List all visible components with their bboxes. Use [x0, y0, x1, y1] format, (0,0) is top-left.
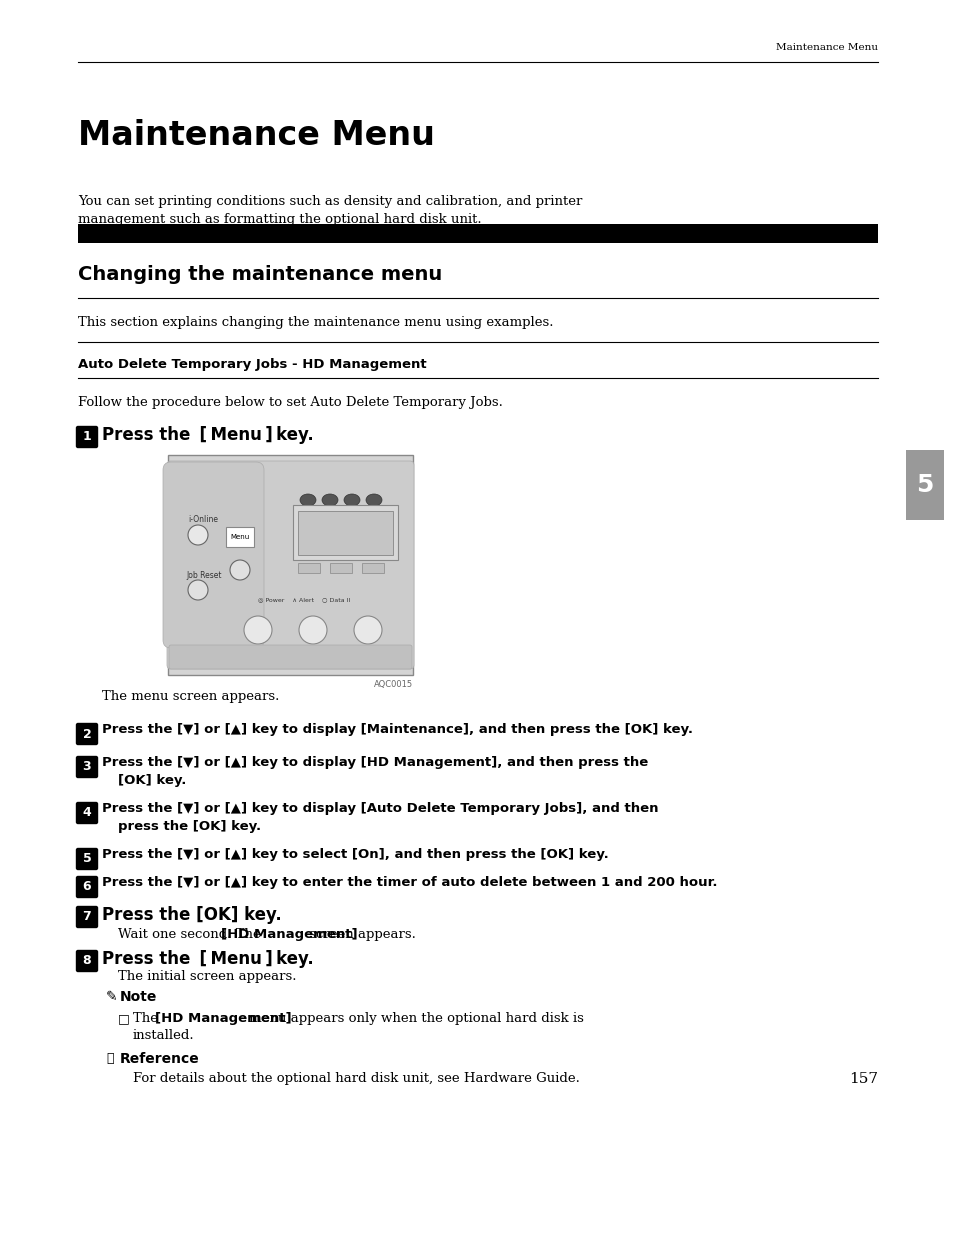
Text: press the [OK] key.: press the [OK] key.	[118, 820, 261, 832]
Text: menu appears only when the optional hard disk is: menu appears only when the optional hard…	[245, 1011, 583, 1025]
Text: 1: 1	[83, 431, 91, 443]
FancyBboxPatch shape	[76, 877, 97, 898]
Bar	[78, 224, 877, 243]
Circle shape	[298, 616, 327, 643]
Text: The: The	[132, 1011, 162, 1025]
Text: You can set printing conditions such as density and calibration, and printer: You can set printing conditions such as …	[78, 195, 581, 207]
Text: [HD Management]: [HD Management]	[221, 927, 357, 941]
Bar	[168, 454, 413, 676]
Text: Wait one second. The: Wait one second. The	[118, 927, 265, 941]
FancyBboxPatch shape	[76, 724, 97, 745]
Text: 5: 5	[915, 473, 933, 496]
Text: Press the [▼] or [▲] key to enter the timer of auto delete between 1 and 200 hou: Press the [▼] or [▲] key to enter the ti…	[102, 876, 717, 889]
Ellipse shape	[366, 494, 381, 506]
Text: Press the [▼] or [▲] key to display [Auto Delete Temporary Jobs], and then: Press the [▼] or [▲] key to display [Aut…	[102, 802, 658, 815]
FancyBboxPatch shape	[167, 461, 414, 669]
Text: 7: 7	[83, 910, 91, 924]
Text: Note: Note	[120, 990, 157, 1004]
Text: This section explains changing the maintenance menu using examples.: This section explains changing the maint…	[78, 316, 553, 329]
Text: Press the [▼] or [▲] key to display [Maintenance], and then press the [OK] key.: Press the [▼] or [▲] key to display [Mai…	[102, 722, 692, 736]
Text: AQC0015: AQC0015	[374, 680, 413, 689]
Text: Changing the maintenance menu: Changing the maintenance menu	[78, 266, 442, 284]
Circle shape	[188, 525, 208, 545]
Circle shape	[188, 580, 208, 600]
Text: Menu: Menu	[230, 534, 250, 540]
Text: [OK] key.: [OK] key.	[118, 774, 186, 787]
Bar	[361, 563, 384, 573]
Text: For details about the optional hard disk unit, see Hardware Guide.: For details about the optional hard disk…	[132, 1072, 579, 1086]
Text: Job Reset: Job Reset	[186, 571, 221, 579]
FancyBboxPatch shape	[76, 848, 97, 869]
Text: 🔑: 🔑	[106, 1052, 113, 1065]
Text: ✎: ✎	[106, 990, 117, 1004]
FancyBboxPatch shape	[76, 906, 97, 927]
Bar	[297, 511, 393, 555]
Ellipse shape	[322, 494, 337, 506]
Text: 8: 8	[83, 955, 91, 967]
Text: installed.: installed.	[132, 1029, 194, 1042]
Bar	[293, 505, 397, 559]
FancyBboxPatch shape	[76, 951, 97, 972]
FancyBboxPatch shape	[169, 645, 412, 669]
Text: screen appears.: screen appears.	[305, 927, 416, 941]
Text: Press the [▼] or [▲] key to select [On], and then press the [OK] key.: Press the [▼] or [▲] key to select [On],…	[102, 848, 608, 861]
FancyBboxPatch shape	[76, 803, 97, 824]
Text: 6: 6	[83, 881, 91, 893]
Text: Press the [▼] or [▲] key to display [HD Management], and then press the: Press the [▼] or [▲] key to display [HD …	[102, 756, 648, 769]
Text: Maintenance Menu: Maintenance Menu	[78, 119, 435, 152]
Text: Press the  [ Menu ] key.: Press the [ Menu ] key.	[102, 426, 314, 445]
Bar	[297, 563, 319, 573]
FancyBboxPatch shape	[163, 462, 264, 648]
Text: 157: 157	[848, 1072, 877, 1086]
Text: Press the [OK] key.: Press the [OK] key.	[102, 906, 281, 924]
Text: ◎ Power    ∧ Alert    ○ Data II: ◎ Power ∧ Alert ○ Data II	[257, 598, 350, 603]
Circle shape	[244, 616, 272, 643]
Circle shape	[230, 559, 250, 580]
Bar	[330, 563, 352, 573]
FancyBboxPatch shape	[76, 757, 97, 778]
Text: □: □	[118, 1011, 130, 1025]
Circle shape	[354, 616, 381, 643]
Text: [HD Management]: [HD Management]	[154, 1011, 292, 1025]
Text: management such as formatting the optional hard disk unit.: management such as formatting the option…	[78, 212, 481, 226]
Text: 5: 5	[83, 852, 91, 866]
Ellipse shape	[344, 494, 359, 506]
Text: Follow the procedure below to set Auto Delete Temporary Jobs.: Follow the procedure below to set Auto D…	[78, 396, 502, 409]
Bar	[226, 527, 253, 547]
Text: i-Online: i-Online	[188, 515, 218, 525]
Text: Maintenance Menu: Maintenance Menu	[775, 43, 877, 52]
Text: The menu screen appears.: The menu screen appears.	[102, 690, 279, 703]
Text: Auto Delete Temporary Jobs - HD Management: Auto Delete Temporary Jobs - HD Manageme…	[78, 358, 426, 370]
Text: The initial screen appears.: The initial screen appears.	[118, 969, 296, 983]
Ellipse shape	[299, 494, 315, 506]
Bar	[905, 450, 943, 520]
Text: 2: 2	[83, 727, 91, 741]
FancyBboxPatch shape	[76, 426, 97, 447]
Text: Reference: Reference	[120, 1052, 199, 1066]
Text: Press the  [ Menu ] key.: Press the [ Menu ] key.	[102, 950, 314, 968]
Text: 4: 4	[83, 806, 91, 820]
Text: 3: 3	[83, 761, 91, 773]
